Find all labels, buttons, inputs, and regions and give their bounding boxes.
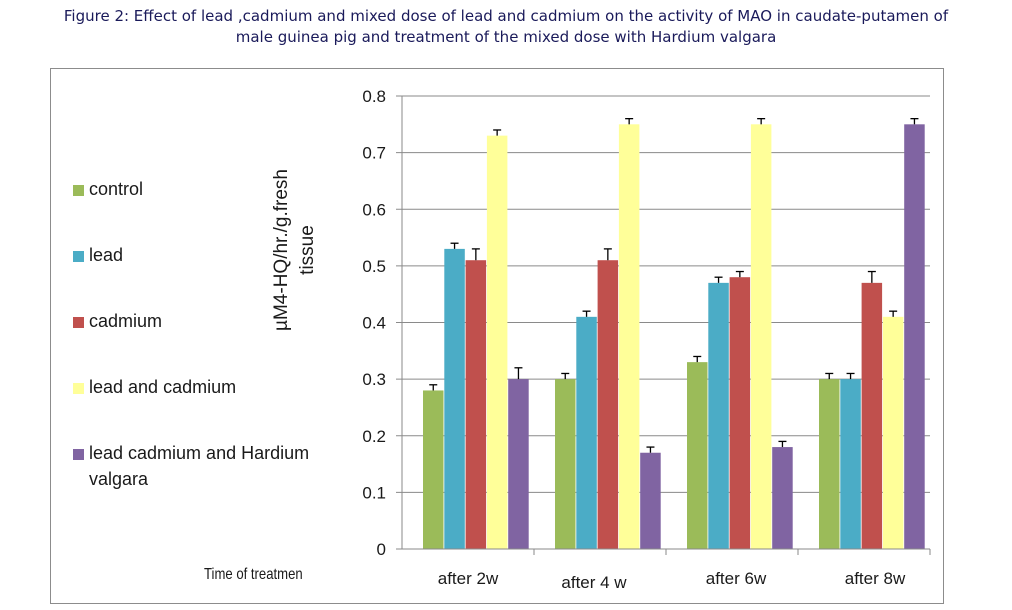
- bar-control-after-8w: [819, 379, 840, 549]
- legend-label-lead-and-cadmium: lead and cadmium: [89, 377, 237, 397]
- y-tick-label-0-5: 0.5: [362, 257, 386, 276]
- bar-lead-and-cadmium-after-2w: [486, 135, 508, 549]
- legend-item-cadmium: cadmium: [73, 311, 162, 334]
- bar-lead-and-cadmium-after-6w: [750, 124, 772, 549]
- y-tick-label-0: 0: [377, 540, 386, 559]
- legend-swatch-lead-cadmium-hardium: [73, 449, 84, 460]
- bar-lead-cadmium-and-hardium-valgara-after-8w: [904, 124, 925, 549]
- legend-label-cadmium: cadmium: [89, 311, 163, 331]
- legend-item-lead-and-cadmium: lead and cadmium: [73, 377, 236, 400]
- caption-line-1: Figure 2: Effect of lead ,cadmium and mi…: [63, 7, 949, 25]
- bar-control-after-6w: [687, 362, 708, 549]
- y-tick-label-0-3: 0.3: [362, 370, 386, 389]
- y-tick-label-0-4: 0.4: [362, 314, 386, 333]
- bar-cadmium-after-4-w: [597, 260, 619, 549]
- caption-line-2: male guinea pig and treatment of the mix…: [235, 28, 777, 46]
- y-tick-label-0-7: 0.7: [362, 144, 386, 163]
- legend-swatch-lead-and-cadmium: [73, 383, 84, 394]
- legend-item-lead-cadmium-hardium: lead cadmium and Hardium valgara: [73, 443, 343, 492]
- x-tick-label-after-8w: after 8w: [845, 569, 906, 588]
- x-axis-label: Time of treatmen: [204, 566, 303, 583]
- x-tick-label-after-4-w: after 4 w: [561, 573, 627, 592]
- bar-control-after-4-w: [555, 379, 576, 549]
- y-tick-label-0-6: 0.6: [362, 200, 386, 219]
- legend-label-lead-cadmium-hardium: lead cadmium and Hardium valgara: [89, 443, 310, 489]
- tick-labels: 0 0.1 0.2 0.3 0.4 0.5 0.6 0.7 0.8 after 2w after 4…: [362, 87, 906, 592]
- axes: [396, 95, 931, 555]
- bar-lead-and-cadmium-after-4-w: [618, 124, 640, 549]
- bars: [423, 118, 925, 549]
- bar-cadmium-after-2w: [465, 260, 487, 549]
- bar-lead-after-6w: [708, 282, 729, 549]
- bar-cadmium-after-8w: [861, 282, 883, 549]
- x-tick-label-after-2w: after 2w: [438, 569, 499, 588]
- bar-lead-cadmium-and-hardium-valgara-after-2w: [508, 379, 529, 549]
- y-tick-label-0-8: 0.8: [362, 87, 386, 106]
- legend-swatch-control: [73, 185, 84, 196]
- legend-label-lead: lead: [89, 245, 124, 265]
- bar-lead-after-8w: [840, 379, 861, 549]
- y-tick-label-0-2: 0.2: [362, 427, 386, 446]
- legend-item-control: control: [73, 179, 143, 202]
- legend-label-control: control: [89, 179, 144, 199]
- bar-control-after-2w: [423, 390, 444, 549]
- bar-lead-cadmium-and-hardium-valgara-after-6w: [772, 447, 793, 549]
- bar-lead-after-2w: [444, 248, 465, 549]
- figure-caption: Figure 2: Effect of lead ,cadmium and mi…: [0, 6, 1012, 48]
- chart-frame: [50, 68, 944, 604]
- bar-lead-and-cadmium-after-8w: [882, 316, 904, 549]
- legend-swatch-cadmium: [73, 317, 84, 328]
- bar-lead-cadmium-and-hardium-valgara-after-4-w: [640, 452, 661, 549]
- y-tick-label-0-1: 0.1: [362, 483, 386, 502]
- x-tick-label-after-6w: after 6w: [706, 569, 767, 588]
- legend-item-lead: lead: [73, 245, 123, 268]
- bar-cadmium-after-6w: [729, 277, 751, 549]
- bar-lead-after-4-w: [576, 316, 597, 549]
- legend-swatch-lead: [73, 251, 84, 262]
